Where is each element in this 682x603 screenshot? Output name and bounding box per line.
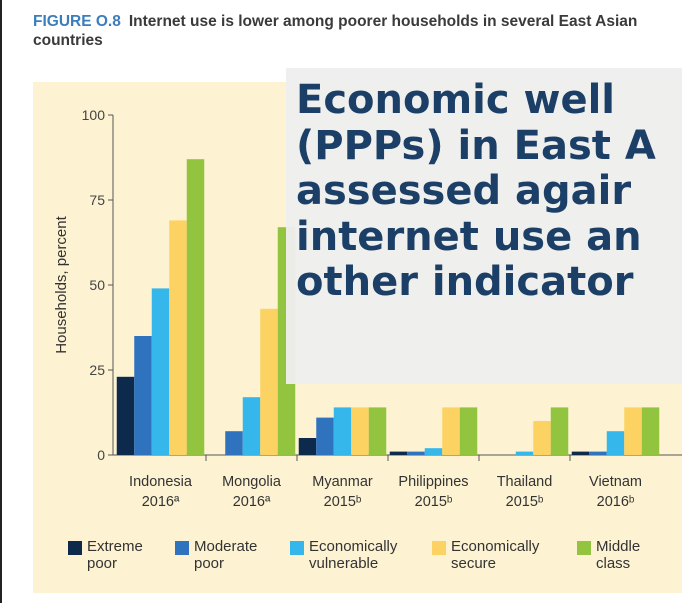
y-tick-label: 50	[89, 277, 105, 293]
legend-swatch-extreme-poor	[68, 541, 82, 555]
bar-2-3	[351, 407, 369, 455]
x-tick-label: Myanmar	[312, 474, 373, 490]
bar-5-0	[571, 451, 590, 455]
x-tick-label: Vietnam	[589, 474, 642, 490]
bar-1-1	[225, 431, 243, 455]
bar-5-2	[606, 431, 625, 455]
legend-item-economically-secure: Economically secure	[432, 538, 562, 578]
y-tick-label: 25	[89, 362, 105, 378]
bar-4-4	[550, 407, 569, 455]
bar-2-4	[368, 407, 387, 455]
x-tick-sublabel: 2016ª	[233, 494, 271, 510]
legend-swatch-economically-vulnerable	[290, 541, 304, 555]
bar-5-3	[624, 407, 642, 455]
bar-2-2	[333, 407, 352, 455]
figure-title: Internet use is lower among poorer house…	[33, 13, 638, 49]
legend-label-extreme-poor: Extreme poor	[87, 538, 143, 572]
y-tick-label: 75	[89, 192, 105, 208]
bar-1-3	[260, 308, 278, 455]
bar-2-0	[298, 438, 317, 455]
text-overlay-box: Economic well (PPPs) in East A assessed …	[286, 68, 682, 384]
y-tick-label: 0	[97, 447, 105, 463]
figure-label: FIGURE O.8	[33, 13, 121, 30]
legend-item-extreme-poor: Extreme poor	[68, 538, 158, 578]
y-tick-label: 100	[82, 107, 106, 123]
y-axis-label: Households, percent	[53, 215, 70, 353]
x-tick-label: Thailand	[497, 474, 553, 490]
x-tick-sublabel: 2015ᵇ	[415, 494, 453, 510]
bar-3-2	[424, 448, 443, 455]
x-tick-label: Mongolia	[222, 474, 282, 490]
overlay-text: Economic well (PPPs) in East A assessed …	[296, 77, 656, 305]
legend-swatch-moderate-poor	[175, 541, 189, 555]
figure-title-block: FIGURE O.8 Internet use is lower among po…	[33, 12, 673, 50]
page-left-rule	[0, 0, 2, 603]
x-tick-label: Philippines	[398, 474, 468, 490]
legend-label-economically-secure: Economically secure	[451, 538, 540, 572]
legend-label-economically-vulnerable: Economically vulnerable	[309, 538, 398, 572]
legend-swatch-economically-secure	[432, 541, 446, 555]
bar-0-0	[116, 376, 135, 455]
bar-3-4	[459, 407, 478, 455]
legend-item-economically-vulnerable: Economically vulnerable	[290, 538, 420, 578]
bar-0-4	[186, 159, 205, 455]
bar-1-2	[242, 397, 261, 455]
x-tick-sublabel: 2016ª	[142, 494, 180, 510]
bar-0-2	[151, 288, 170, 455]
legend-label-moderate-poor: Moderate poor	[194, 538, 258, 572]
x-tick-label: Indonesia	[129, 474, 193, 490]
bar-0-1	[134, 336, 152, 455]
bar-3-0	[389, 451, 408, 455]
bar-5-1	[589, 451, 607, 455]
legend-item-moderate-poor: Moderate poor	[175, 538, 285, 578]
x-tick-sublabel: 2015ᵇ	[506, 494, 544, 510]
legend-label-middle-class: Middle class	[596, 538, 641, 572]
bar-3-3	[442, 407, 460, 455]
bar-4-2	[515, 451, 534, 455]
x-tick-sublabel: 2016ᵇ	[597, 494, 635, 510]
bar-5-4	[641, 407, 660, 455]
bar-4-3	[533, 421, 551, 455]
x-tick-sublabel: 2015ᵇ	[324, 494, 362, 510]
bar-2-1	[316, 417, 334, 455]
bar-3-1	[407, 451, 425, 455]
legend-swatch-middle-class	[577, 541, 591, 555]
bar-0-3	[169, 220, 187, 455]
legend-item-middle-class: Middle class	[577, 538, 667, 578]
